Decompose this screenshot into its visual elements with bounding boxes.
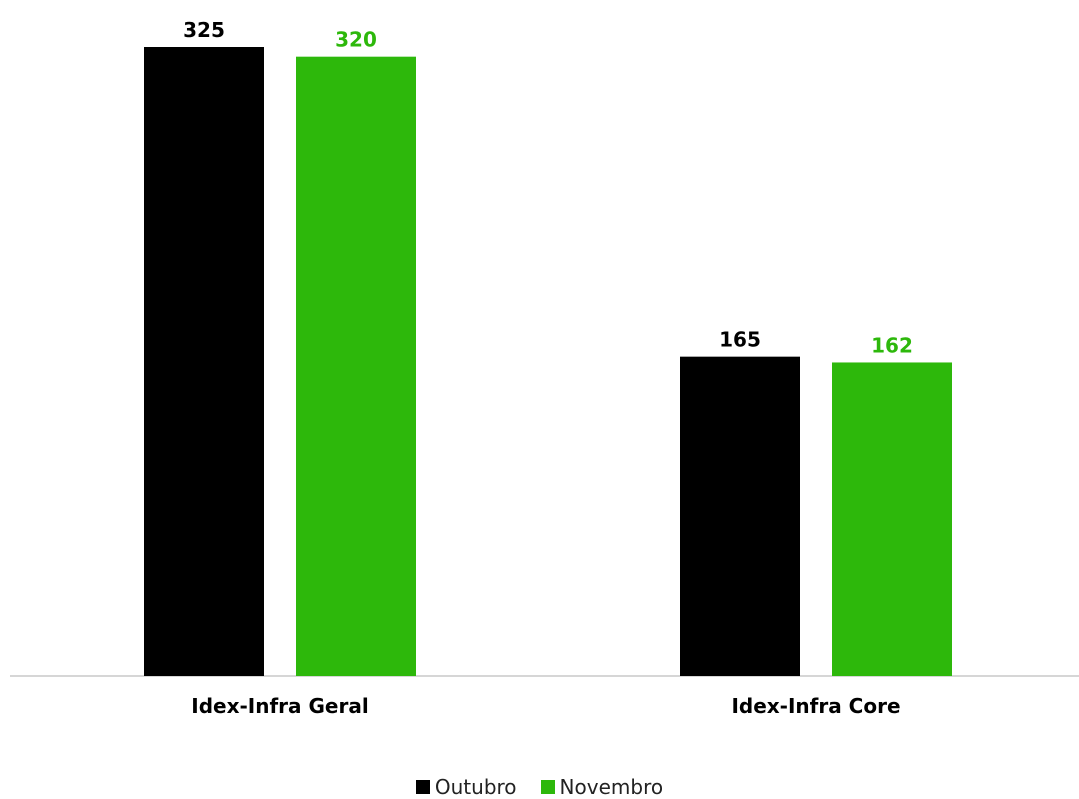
bar-outubro-0 [144, 47, 264, 676]
legend-swatch-outubro [415, 780, 430, 794]
data-label-outubro-0: 325 [183, 18, 225, 42]
legend-swatch-novembro [540, 780, 555, 794]
legend: Outubro Novembro [0, 775, 1079, 799]
data-label-outubro-1: 165 [719, 328, 761, 352]
data-label-novembro-0: 320 [335, 28, 377, 52]
legend-label-novembro: Novembro [559, 775, 664, 799]
bar-novembro-1 [832, 362, 952, 676]
bar-novembro-0 [296, 56, 416, 676]
x-tick-label-0: Idex-Infra Geral [191, 694, 368, 718]
legend-item-novembro: Novembro [540, 775, 664, 799]
legend-item-outubro: Outubro [415, 775, 517, 799]
bar-outubro-1 [680, 356, 800, 676]
data-label-novembro-1: 162 [871, 333, 913, 357]
x-tick-label-1: Idex-Infra Core [731, 694, 900, 718]
legend-label-outubro: Outubro [434, 775, 517, 799]
